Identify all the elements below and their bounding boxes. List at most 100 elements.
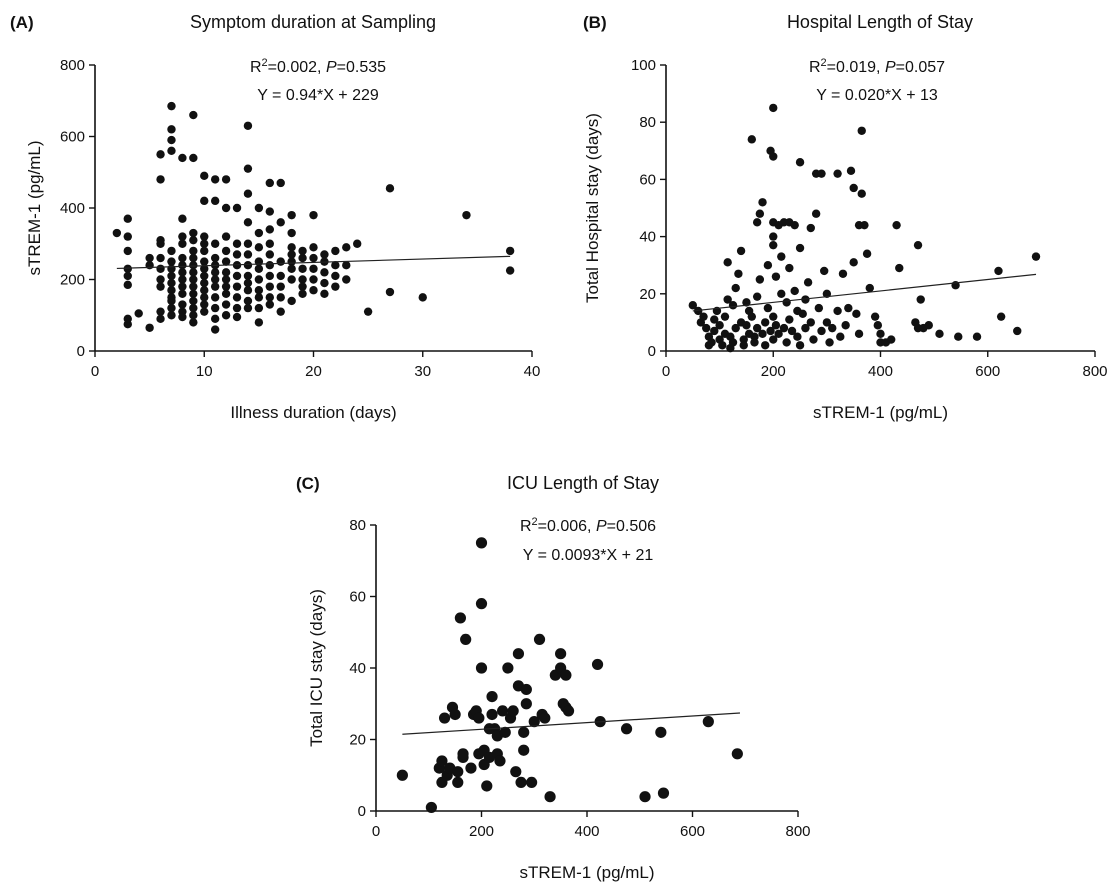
y-tick-label: 60	[349, 589, 366, 606]
data-point	[178, 275, 187, 284]
data-point	[210, 325, 220, 334]
data-point	[243, 296, 253, 306]
data-point	[232, 312, 242, 322]
data-point	[769, 103, 778, 113]
data-point	[298, 275, 307, 284]
data-point	[782, 298, 791, 307]
data-point	[913, 240, 923, 250]
regression-equation: Y = 0.94*X + 229	[257, 87, 379, 104]
data-point	[276, 293, 285, 302]
data-point	[452, 766, 464, 778]
data-point	[385, 287, 395, 297]
x-tick-label: 0	[91, 363, 99, 380]
data-point	[243, 303, 253, 313]
data-point	[167, 257, 176, 266]
data-point	[232, 250, 242, 259]
data-point	[507, 705, 519, 717]
data-point	[747, 135, 756, 144]
data-point	[838, 269, 848, 278]
data-point	[790, 286, 799, 296]
data-point	[795, 341, 805, 350]
data-point	[221, 175, 231, 184]
data-point	[210, 303, 220, 313]
data-point	[825, 338, 834, 347]
data-point	[994, 266, 1003, 276]
data-point	[747, 312, 756, 321]
data-point	[723, 258, 732, 267]
data-point	[243, 218, 253, 227]
data-point	[462, 210, 471, 220]
y-tick-label: 0	[77, 343, 85, 360]
data-point	[232, 271, 242, 281]
data-point	[715, 321, 724, 330]
data-point	[156, 307, 165, 316]
data-point	[221, 246, 231, 256]
data-point	[505, 246, 515, 256]
data-point	[779, 323, 789, 333]
data-point	[860, 220, 869, 230]
data-point	[876, 329, 885, 339]
data-point	[221, 203, 231, 213]
panel-letter: (A)	[10, 13, 34, 32]
data-point	[758, 198, 767, 207]
data-point	[189, 289, 198, 298]
data-point	[331, 271, 340, 281]
data-point	[819, 266, 829, 276]
y-tick-label: 400	[60, 200, 85, 217]
data-point	[801, 323, 810, 333]
regression-line	[692, 273, 1037, 312]
data-point	[854, 329, 864, 339]
data-point	[763, 261, 773, 270]
data-point	[533, 633, 546, 646]
data-point	[243, 239, 253, 248]
x-tick-label: 800	[1082, 363, 1107, 380]
y-tick-label: 80	[639, 114, 656, 131]
data-point	[916, 295, 925, 304]
data-point	[935, 329, 944, 339]
data-point	[865, 283, 874, 293]
data-point	[254, 264, 264, 273]
data-point	[200, 246, 209, 256]
data-point	[795, 243, 805, 253]
data-point	[189, 282, 198, 291]
data-point	[331, 282, 340, 291]
data-point	[857, 126, 866, 135]
x-tick-label: 600	[680, 823, 705, 840]
data-point	[221, 257, 231, 266]
data-point	[189, 253, 198, 263]
data-point	[481, 780, 493, 792]
data-point	[438, 712, 451, 724]
data-point	[806, 223, 815, 233]
data-point	[232, 303, 242, 313]
data-point	[710, 326, 719, 336]
data-point	[309, 275, 318, 284]
data-point	[200, 232, 209, 241]
data-point	[156, 175, 165, 184]
regression-equation: Y = 0.020*X + 13	[816, 87, 938, 104]
data-point	[123, 264, 132, 273]
data-point	[156, 239, 165, 248]
chart-title: Hospital Length of Stay	[787, 12, 973, 32]
data-point	[287, 275, 296, 284]
data-point	[232, 293, 242, 302]
data-point	[276, 271, 285, 281]
y-tick-label: 0	[648, 343, 656, 360]
data-point	[156, 253, 165, 263]
data-point	[752, 323, 762, 333]
data-point	[210, 275, 220, 284]
data-point	[723, 295, 732, 304]
data-point	[822, 318, 832, 327]
data-point	[828, 323, 837, 333]
data-point	[243, 189, 253, 198]
data-point	[425, 801, 437, 814]
data-point	[221, 282, 231, 291]
data-point	[761, 318, 770, 327]
data-point	[287, 257, 296, 266]
data-point	[766, 326, 775, 336]
data-point	[309, 264, 318, 273]
panel-b: (B) Hospital Length of Stay R2=0.019, P=0.…	[583, 12, 1108, 422]
x-axis-label: sTREM-1 (pg/mL)	[519, 863, 654, 882]
data-point	[752, 218, 762, 227]
data-point	[787, 326, 797, 336]
data-point	[210, 282, 220, 291]
